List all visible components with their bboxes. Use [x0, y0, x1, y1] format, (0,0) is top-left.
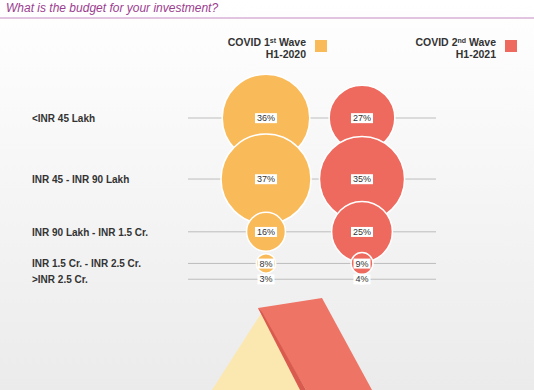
data-label-group: 16% [255, 227, 277, 237]
bubble [247, 212, 286, 251]
data-label: 3% [259, 274, 272, 284]
bubbles [221, 74, 405, 284]
tick-label: >INR 2.5 Cr. [32, 274, 88, 285]
data-label-group: 27% [351, 113, 373, 123]
data-label-box [255, 174, 277, 184]
data-labels: 36% 27% 37% 35% 16% 25% 8% 9% 3% 4% [255, 113, 373, 284]
data-label: 8% [259, 259, 272, 269]
legend-label: COVID 2nd WaveH1-2021 [415, 36, 496, 60]
tick: INR 90 Lakh - INR 1.5 Cr. [32, 226, 148, 237]
data-label-box [353, 259, 370, 269]
tick: >INR 2.5 Cr. [32, 274, 88, 285]
data-label: 35% [353, 174, 371, 184]
tick: INR 45 - INR 90 Lakh [32, 174, 129, 185]
data-label-box [353, 274, 370, 284]
title: What is the budget for your investment? [6, 1, 218, 15]
data-label: 27% [353, 113, 371, 123]
legend-label: COVID 1st WaveH1-2020 [228, 36, 306, 60]
chart: What is the budget for your investment? <… [0, 0, 534, 390]
data-label-box [255, 227, 277, 237]
data-label-group: 8% [257, 259, 274, 269]
data-label: 4% [355, 274, 368, 284]
data-label-group: 25% [351, 227, 373, 237]
data-label-group: 3% [257, 274, 274, 284]
category-axis: <INR 45 Lakh INR 45 - INR 90 Lakh INR 90 L… [32, 113, 148, 285]
data-label: 9% [355, 259, 368, 269]
house-decoration [212, 298, 372, 390]
data-label-box [351, 227, 373, 237]
bubble [256, 254, 275, 273]
data-label: 25% [353, 227, 371, 237]
tick-label: INR 90 Lakh - INR 1.5 Cr. [32, 226, 148, 237]
data-label-group: 35% [351, 174, 373, 184]
data-label-box [351, 174, 373, 184]
bubble [221, 134, 311, 224]
data-label-box [257, 259, 274, 269]
house-roof-edge [258, 308, 306, 390]
data-label-box [257, 274, 274, 284]
grid-line [188, 279, 436, 280]
house-roof [258, 298, 372, 390]
background [0, 0, 534, 390]
grid-line [188, 263, 436, 264]
data-label-group: 37% [255, 174, 277, 184]
legend-item: COVID 1st WaveH1-2020 [228, 36, 327, 60]
tick: <INR 45 Lakh [32, 113, 95, 124]
legend-swatch [505, 40, 517, 52]
grid [188, 118, 436, 279]
data-label: 16% [257, 227, 275, 237]
data-label-box [351, 113, 373, 123]
tick-label: <INR 45 Lakh [32, 113, 95, 124]
tick-label: INR 1.5 Cr. - INR 2.5 Cr. [32, 258, 141, 269]
data-label: 36% [257, 113, 275, 123]
legend: COVID 1st WaveH1-2020 COVID 2nd WaveH1-20… [228, 36, 517, 60]
legend-item: COVID 2nd WaveH1-2021 [415, 36, 517, 60]
legend-swatch [315, 40, 327, 52]
data-label-group: 36% [255, 113, 277, 123]
data-label: 37% [257, 174, 275, 184]
data-label-box [255, 113, 277, 123]
title-rule [0, 18, 534, 19]
grid-line [188, 231, 436, 232]
tick: INR 1.5 Cr. - INR 2.5 Cr. [32, 258, 141, 269]
bubble [351, 252, 373, 274]
data-label-group: 9% [353, 259, 370, 269]
data-label-group: 4% [353, 274, 370, 284]
tick-label: INR 45 - INR 90 Lakh [32, 174, 129, 185]
